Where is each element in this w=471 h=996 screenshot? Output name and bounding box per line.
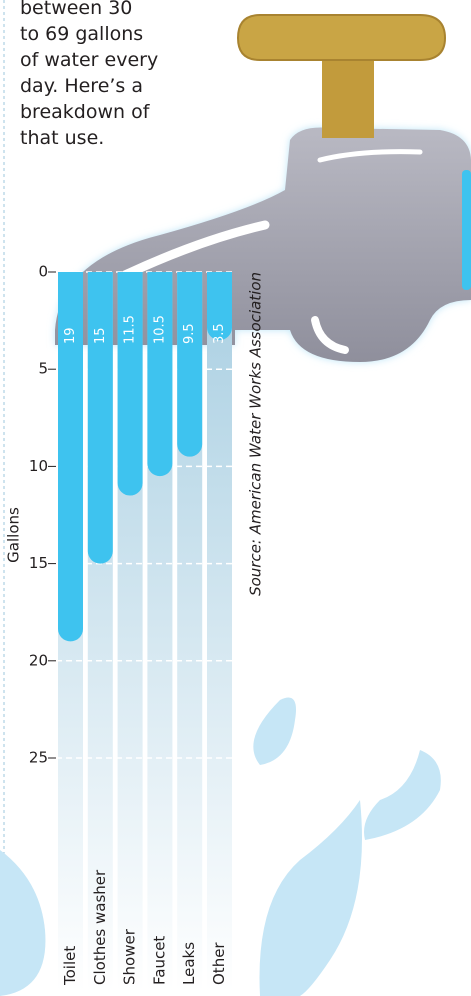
drop	[0, 850, 46, 996]
intro-line: that use.	[20, 127, 104, 149]
value-label: 11.5	[123, 315, 138, 344]
intro-line: day. Here’s a	[20, 75, 143, 97]
x-tick-label: Other	[210, 942, 228, 985]
x-tick-label: Faucet	[150, 936, 168, 985]
intro-line: to 69 gallons	[20, 23, 143, 45]
bar	[177, 272, 203, 457]
x-tick-label: Leaks	[180, 942, 198, 985]
bar	[87, 272, 113, 564]
drop	[259, 800, 362, 996]
intro-line: breakdown of	[20, 101, 151, 123]
y-tick-label: 20	[29, 651, 48, 669]
x-tick-label: Shower	[121, 928, 139, 985]
value-label: 15	[93, 327, 108, 344]
x-tick-label: Toilet	[61, 946, 79, 986]
value-label: 3.5	[212, 323, 227, 344]
drop	[253, 697, 296, 765]
column-background	[207, 272, 232, 992]
intro-text: between 30 to 69 gallons of water every day…	[20, 0, 158, 149]
value-label: 19	[63, 327, 78, 344]
bar	[117, 272, 143, 496]
intro-line: of water every	[20, 49, 158, 71]
bar	[147, 272, 173, 477]
y-tick-label: 10	[29, 457, 48, 475]
y-tick-label: 5	[38, 360, 48, 378]
y-tick-label: 25	[29, 749, 48, 767]
bar	[58, 272, 83, 642]
y-tick-label: 0	[38, 263, 48, 281]
x-tick-label: Clothes washer	[91, 869, 109, 985]
bar	[207, 272, 232, 341]
intro-line: between 30	[20, 0, 132, 19]
faucet	[55, 14, 471, 362]
value-label: 10.5	[152, 315, 167, 344]
y-axis-label: Gallons	[5, 507, 23, 563]
value-label: 9.5	[182, 323, 197, 344]
y-tick-label: 15	[29, 554, 48, 572]
drop	[364, 750, 441, 840]
source: Source: American Water Works Association	[247, 272, 265, 596]
